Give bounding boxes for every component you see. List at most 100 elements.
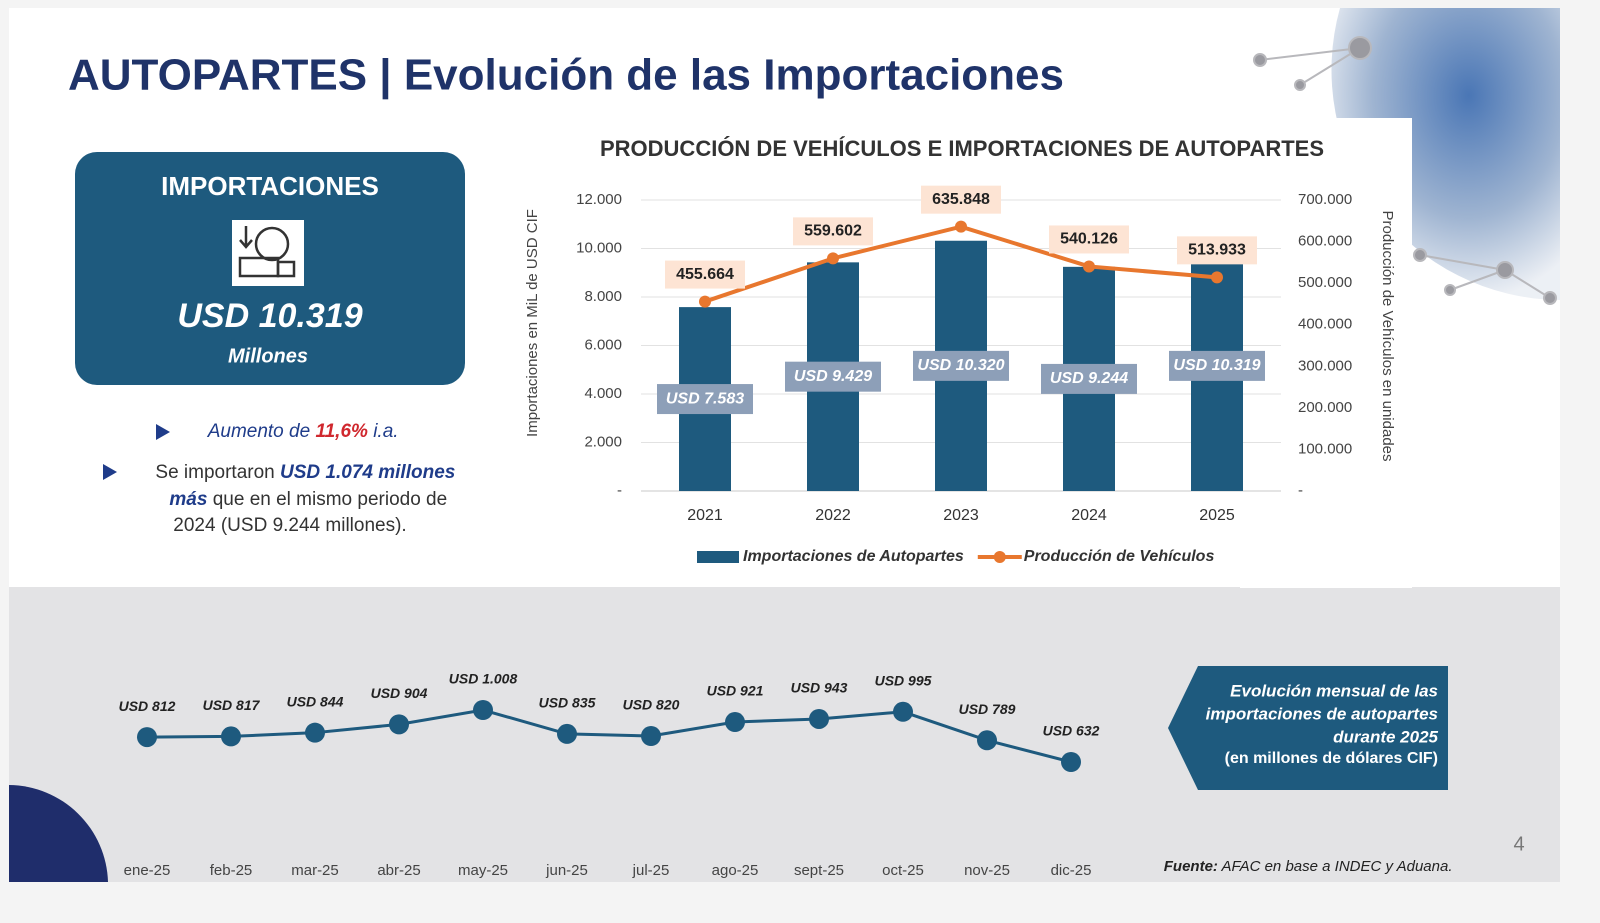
line [146, 708, 1072, 764]
y2-tick-label: 600.000 [1298, 233, 1352, 250]
x-tick-label: 2023 [943, 507, 979, 524]
y-tick-label: - [617, 482, 622, 499]
y-tick-label: 12.000 [576, 191, 622, 208]
decor-corner [9, 785, 108, 882]
data-label: USD 995 [875, 673, 932, 689]
x-tick-label: jul-25 [632, 862, 670, 879]
data-label-box [1169, 350, 1265, 381]
legend-label: Importaciones de Autopartes [743, 548, 964, 565]
data-label: USD 9.429 [794, 368, 872, 385]
line-marker [473, 700, 493, 720]
x-tick-label: nov-25 [964, 862, 1010, 879]
data-label: USD 904 [371, 685, 428, 701]
x-tick-label: dic-25 [1051, 862, 1092, 879]
bullet-text: Aumento de [207, 421, 316, 442]
data-label: USD 820 [623, 697, 680, 713]
data-label-box [1177, 236, 1257, 265]
data-label: USD 943 [791, 680, 848, 696]
card-amount: USD 10.319 [177, 297, 362, 335]
line-marker [1211, 271, 1223, 284]
x-tick-label: 2021 [687, 507, 723, 524]
legend-swatch [697, 551, 739, 563]
x-tick-label: feb-25 [210, 862, 253, 879]
y2-axis-label: Producción de Vehículos en unidades [1379, 210, 1396, 461]
line-marker [699, 295, 711, 308]
line-marker [137, 727, 157, 748]
bullet-text: que en el mismo periodo de [207, 489, 447, 510]
line-marker [955, 220, 967, 233]
y-tick-label: 8.000 [584, 288, 622, 305]
y2-tick-label: 400.000 [1298, 316, 1352, 333]
data-label: 455.664 [676, 266, 734, 283]
data-label: USD 10.320 [917, 357, 1004, 374]
page-number: 4 [1513, 833, 1524, 855]
source-text: AFAC en base a INDEC y Aduana. [1218, 858, 1453, 875]
data-label: USD 632 [1043, 723, 1100, 739]
callout-text: durante 2025 [1333, 727, 1438, 746]
source-label: Fuente: [1164, 858, 1218, 875]
data-label-box [1041, 363, 1137, 394]
y2-tick-label: 100.000 [1298, 440, 1352, 457]
import-icon [232, 220, 304, 286]
callout-text: (en millones de dólares CIF) [1225, 750, 1438, 767]
data-label: 635.848 [932, 191, 990, 208]
data-label-box [665, 260, 745, 289]
data-label: USD 1.008 [449, 671, 518, 687]
y2-tick-label: 700.000 [1298, 191, 1352, 208]
x-tick-label: ago-25 [712, 862, 759, 879]
y2-tick-label: 500.000 [1298, 274, 1352, 291]
data-label-box [793, 217, 873, 246]
line-marker [725, 712, 745, 733]
data-label: 559.602 [804, 223, 862, 240]
y2-tick-label: - [1298, 482, 1303, 499]
line-marker [1083, 260, 1095, 273]
data-label: 513.933 [1188, 242, 1246, 259]
data-label: USD 789 [959, 701, 1016, 717]
data-label-box [785, 361, 881, 392]
callout: Evolución mensual de las importaciones de… [1206, 681, 1439, 767]
data-label: USD 835 [539, 695, 596, 711]
x-tick-label: mar-25 [291, 862, 339, 879]
x-tick-label: sept-25 [794, 862, 844, 879]
callout-text: Evolución mensual de las [1230, 681, 1438, 700]
y-tick-label: 4.000 [584, 385, 622, 402]
card-unit: Millones [228, 345, 308, 367]
data-label: USD 812 [119, 698, 176, 714]
x-tick-label: ene-25 [124, 862, 171, 879]
callout-box [1168, 666, 1448, 790]
data-label: USD 10.319 [1173, 357, 1260, 374]
y2-tick-label: 300.000 [1298, 357, 1352, 374]
x-tick-label: 2024 [1071, 507, 1107, 524]
x-tick-label: abr-25 [377, 862, 420, 879]
data-label-box [921, 185, 1001, 214]
data-label-box [913, 350, 1009, 381]
line-marker [893, 701, 913, 722]
data-label: USD 9.244 [1050, 370, 1128, 387]
data-label-box [657, 384, 753, 415]
line-marker [641, 726, 661, 746]
slide-title: AUTOPARTES | Evolución de las Importacio… [68, 51, 1064, 101]
data-label-box [1049, 225, 1129, 254]
decor-network [1253, 36, 1557, 305]
x-tick-label: 2022 [815, 507, 851, 524]
x-tick-label: oct-25 [882, 862, 924, 879]
line-marker [827, 252, 839, 265]
bullet-marker [103, 464, 117, 480]
source-note: Fuente: AFAC en base a INDEC y Aduana. [1143, 858, 1465, 875]
line-marker [221, 726, 241, 747]
legend-swatch [993, 551, 1006, 563]
x-tick-label: jun-25 [545, 862, 588, 879]
data-label: 540.126 [1060, 231, 1118, 248]
line-marker [977, 730, 997, 751]
y-axis-label: Importaciones en MiL de USD CIF [524, 209, 541, 437]
bullet-marker [156, 424, 170, 440]
x-tick-label: 2025 [1199, 507, 1235, 524]
line-marker [389, 714, 409, 735]
bullet-text: Se importaron USD 1.074 millones [129, 462, 471, 483]
line-marker [1061, 752, 1081, 772]
data-label: USD 921 [707, 683, 764, 699]
bullet-text: i.a. [368, 421, 399, 442]
data-label: USD 7.583 [666, 390, 744, 407]
